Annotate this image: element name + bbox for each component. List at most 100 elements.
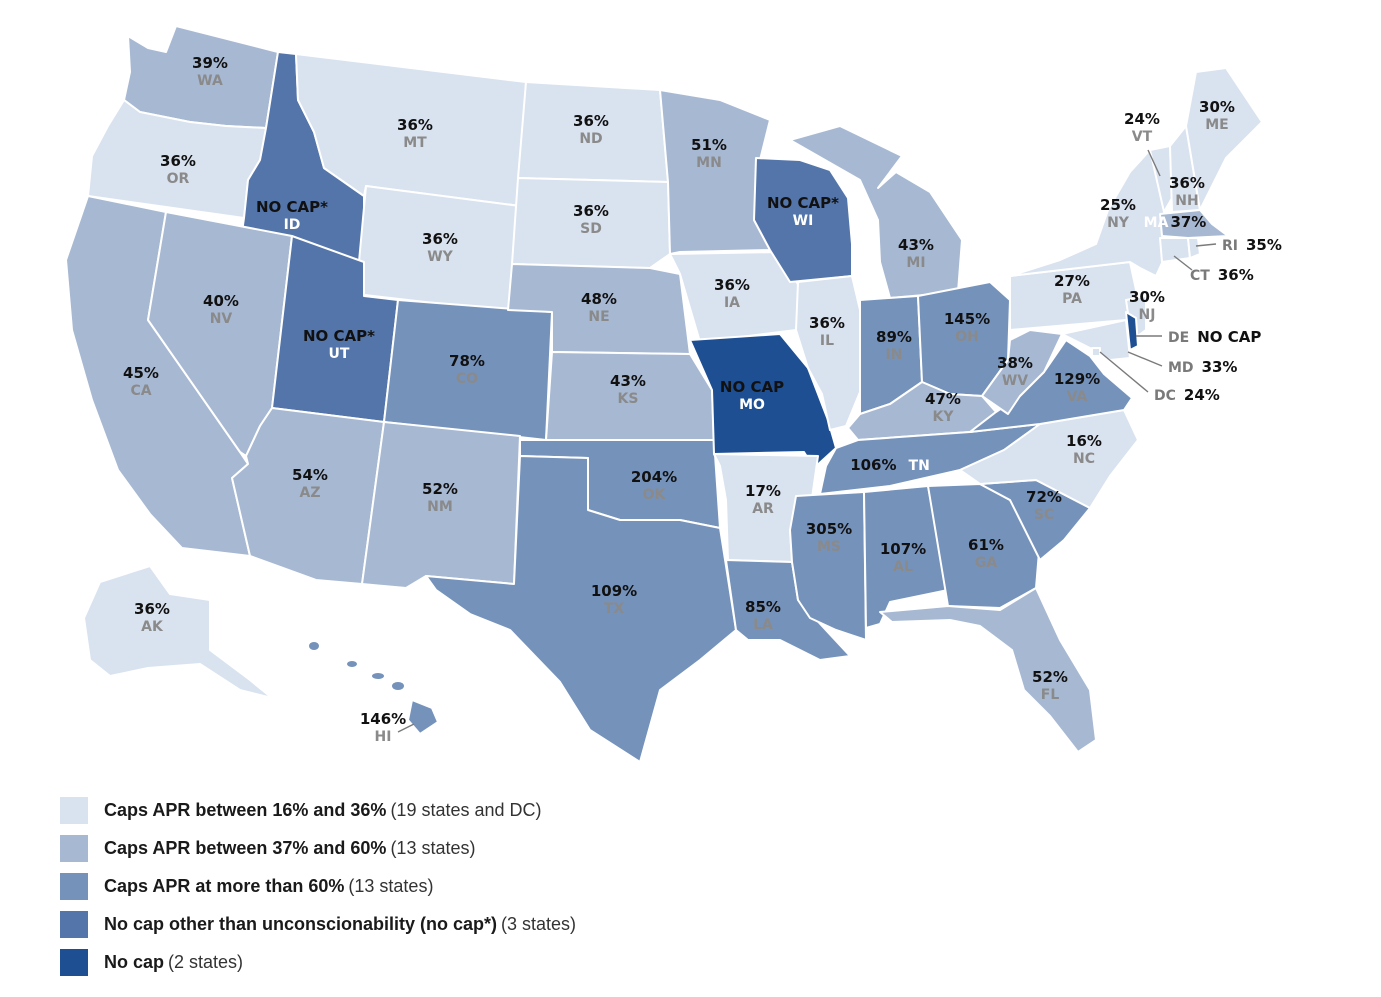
- state-abbr-ok: OK: [643, 487, 667, 503]
- state-abbr-ks: KS: [618, 391, 639, 407]
- state-label-ct: CT 36%: [1190, 266, 1254, 284]
- state-label-mn: 51% MN: [691, 136, 727, 171]
- state-label-tx: 109% TX: [591, 582, 637, 617]
- state-label-mo: NO CAP MO: [720, 378, 784, 413]
- legend-label-tier3: Caps APR at more than 60%: [104, 875, 345, 896]
- state-label-oh: 145% OH: [944, 310, 990, 345]
- state-rate-tx: 109%: [591, 582, 637, 600]
- state-label-ak: 36% AK: [134, 600, 170, 635]
- state-rate-mn: 51%: [691, 136, 727, 154]
- state-abbr-wa: WA: [197, 73, 223, 89]
- state-wi: [753, 157, 853, 283]
- state-de: [1125, 311, 1139, 351]
- state-sd: [511, 177, 671, 269]
- state-co: [383, 299, 553, 441]
- state-label-wi: NO CAP* WI: [767, 194, 839, 229]
- leader-ri: [1195, 243, 1217, 247]
- state-rate-sd: 36%: [573, 202, 609, 220]
- legend-row-tier3: Caps APR at more than 60% (13 states): [60, 872, 760, 900]
- state-tx: [425, 455, 737, 763]
- state-rate-nj: 30%: [1129, 288, 1165, 306]
- state-abbr-pa: PA: [1062, 291, 1082, 307]
- state-rate-ri: 35%: [1246, 236, 1282, 254]
- state-label-ga: 61% GA: [968, 536, 1004, 571]
- state-rate-nc: 16%: [1066, 432, 1102, 450]
- state-rate-la: 85%: [745, 598, 781, 616]
- state-rate-mo: NO CAP: [720, 378, 784, 396]
- leader-hi: [397, 723, 415, 733]
- state-label-nj: 30% NJ: [1129, 288, 1165, 323]
- state-rate-vt: 24%: [1124, 110, 1160, 128]
- state-shapes: [65, 25, 1263, 763]
- state-label-ut: NO CAP* UT: [303, 327, 375, 362]
- state-label-il: 36% IL: [809, 314, 845, 349]
- state-label-ms: 305% MS: [806, 520, 852, 555]
- state-rate-in: 89%: [876, 328, 912, 346]
- state-rate-oh: 145%: [944, 310, 990, 328]
- state-rate-wv: 38%: [997, 354, 1033, 372]
- legend-label-tier5: No cap: [104, 951, 165, 972]
- state-abbr-id: ID: [284, 217, 301, 233]
- leader-ct: [1173, 255, 1193, 271]
- state-dc: [1091, 347, 1101, 357]
- legend-note-tier4: (3 states): [501, 913, 577, 934]
- state-abbr-md: MD: [1168, 360, 1194, 376]
- state-abbr-al: AL: [893, 559, 913, 575]
- state-ny: [1009, 149, 1169, 277]
- state-nc: [959, 409, 1139, 509]
- state-label-ky: 47% KY: [925, 390, 961, 425]
- state-rate-co: 78%: [449, 352, 485, 370]
- legend-swatch-tier2: [60, 834, 88, 862]
- state-il: [795, 275, 861, 431]
- legend-note-tier2: (13 states): [390, 837, 476, 858]
- legend-swatch-tier1: [60, 796, 88, 824]
- legend-label-tier1: Caps APR between 16% and 36%: [104, 799, 387, 820]
- state-label-ri: RI 35%: [1222, 236, 1282, 254]
- state-rate-wi: NO CAP*: [767, 194, 839, 212]
- hawaii-island-molokai: [372, 673, 384, 679]
- state-ak: [83, 565, 273, 699]
- state-rate-mi: 43%: [898, 236, 934, 254]
- state-rate-ia: 36%: [714, 276, 750, 294]
- state-abbr-mi: MI: [906, 255, 925, 271]
- state-fl: [879, 587, 1097, 753]
- state-abbr-ar: AR: [752, 501, 774, 517]
- state-abbr-ky: KY: [933, 409, 955, 425]
- state-rate-mt: 36%: [397, 116, 433, 134]
- legend-swatch-tier5: [60, 948, 88, 976]
- state-label-id: NO CAP* ID: [256, 198, 328, 233]
- hawaii-island-kauai: [309, 642, 319, 650]
- state-rate-nv: 40%: [203, 292, 239, 310]
- state-label-mt: 36% MT: [397, 116, 433, 151]
- state-rate-me: 30%: [1199, 98, 1235, 116]
- state-label-nm: 52% NM: [422, 480, 458, 515]
- state-label-ok: 204% OK: [631, 468, 677, 503]
- legend-label-tier4: No cap other than unconscionability (no …: [104, 913, 498, 934]
- state-mo: [689, 333, 837, 469]
- state-abbr-nm: NM: [427, 499, 453, 515]
- state-label-hi: 146% HI: [360, 710, 406, 745]
- state-label-co: 78% CO: [449, 352, 485, 387]
- state-abbr-ak: AK: [141, 619, 164, 635]
- state-label-ne: 48% NE: [581, 290, 617, 325]
- state-label-nc: 16% NC: [1066, 432, 1102, 467]
- state-rate-ut: NO CAP*: [303, 327, 375, 345]
- state-abbr-nd: ND: [579, 131, 602, 147]
- leader-dc: [1099, 351, 1149, 393]
- legend-row-tier5: No cap (2 states): [60, 948, 760, 976]
- state-label-sc: 72% SC: [1026, 488, 1062, 523]
- state-abbr-de: DE: [1168, 330, 1189, 346]
- legend: Caps APR between 16% and 36% (19 states …: [60, 796, 760, 986]
- state-label-ks: 43% KS: [610, 372, 646, 407]
- state-label-nd: 36% ND: [573, 112, 609, 147]
- state-label-de: DE NO CAP: [1168, 328, 1261, 346]
- state-abbr-ms: MS: [817, 539, 841, 555]
- state-abbr-tx: TX: [604, 601, 625, 617]
- state-abbr-ca: CA: [130, 383, 151, 399]
- state-abbr-nc: NC: [1073, 451, 1095, 467]
- state-rate-va: 129%: [1054, 370, 1100, 388]
- state-abbr-oh: OH: [955, 329, 979, 345]
- state-rate-pa: 27%: [1054, 272, 1090, 290]
- state-abbr-ia: IA: [724, 295, 740, 311]
- state-label-mi: 43% MI: [898, 236, 934, 271]
